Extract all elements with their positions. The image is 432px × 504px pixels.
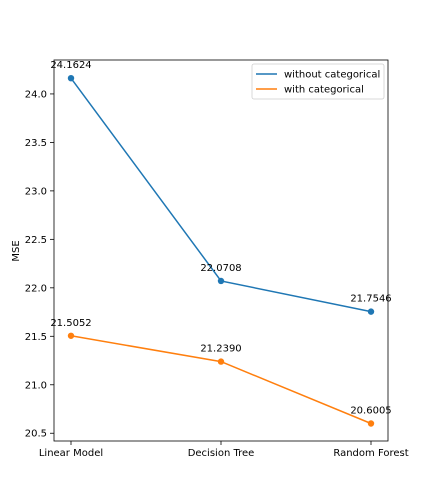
y-axis-label: MSE xyxy=(11,240,22,261)
series-layer xyxy=(67,74,375,427)
data-point-without-categorical xyxy=(67,74,75,82)
data-label-without-categorical: 24.1624 xyxy=(50,60,91,71)
y-tick-label: 22.0 xyxy=(25,283,47,294)
data-point-with-categorical xyxy=(67,332,75,339)
data-point-with-categorical xyxy=(217,358,225,365)
y-tick-label: 20.5 xyxy=(25,429,47,440)
x-tick-label-linear-model: Linear Model xyxy=(39,448,103,459)
y-axis-ticks: 20.5 21.0 21.5 22.0 22.5 23.0 23.5 24.0 xyxy=(25,89,54,440)
data-label-with-categorical: 20.6005 xyxy=(350,406,391,417)
y-tick-label: 21.0 xyxy=(25,380,47,391)
legend-label-without-categorical: without categorical xyxy=(284,70,380,81)
data-label-without-categorical: 21.7546 xyxy=(350,294,391,305)
plot-area xyxy=(53,59,389,442)
y-tick-label: 24.0 xyxy=(25,89,47,100)
y-tick-label: 21.5 xyxy=(25,332,47,343)
legend-box xyxy=(251,63,385,100)
data-label-with-categorical: 21.2390 xyxy=(200,344,241,355)
legend: without categorical with categorical xyxy=(251,63,385,100)
legend-label-with-categorical: with categorical xyxy=(284,85,364,96)
data-point-without-categorical xyxy=(217,277,225,285)
x-tick-label-random-forest: Random Forest xyxy=(333,448,408,459)
x-tick-label-decision-tree: Decision Tree xyxy=(188,448,255,459)
y-tick-label: 23.0 xyxy=(25,186,47,197)
y-tick-label: 22.5 xyxy=(25,235,47,246)
data-label-with-categorical: 21.5052 xyxy=(50,318,91,329)
data-labels-layer: 24.1624 22.0708 21.7546 21.5052 21.2390 20.60… xyxy=(50,60,391,416)
x-axis-ticks: Linear Model Decision Tree Random Forest xyxy=(39,441,409,459)
data-label-without-categorical: 22.0708 xyxy=(200,263,241,274)
y-tick-label: 23.5 xyxy=(25,138,47,149)
data-point-with-categorical xyxy=(367,420,375,427)
data-point-without-categorical xyxy=(367,308,375,315)
